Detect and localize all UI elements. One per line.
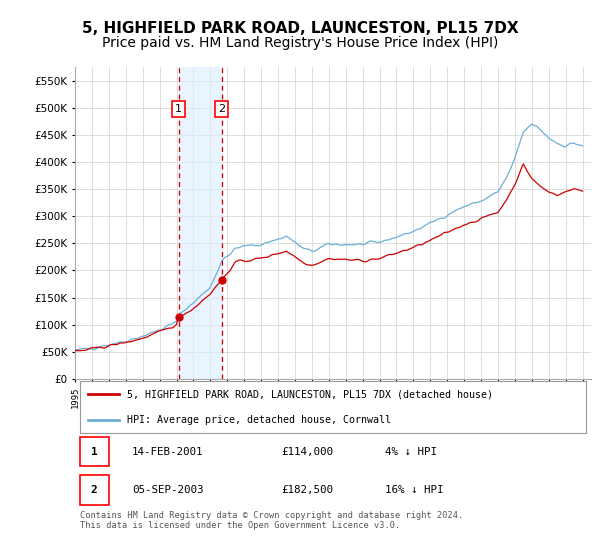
FancyBboxPatch shape (80, 475, 109, 505)
Text: 16% ↓ HPI: 16% ↓ HPI (385, 485, 443, 495)
Text: 5, HIGHFIELD PARK ROAD, LAUNCESTON, PL15 7DX: 5, HIGHFIELD PARK ROAD, LAUNCESTON, PL15… (82, 21, 518, 36)
Text: 4% ↓ HPI: 4% ↓ HPI (385, 447, 437, 457)
FancyBboxPatch shape (80, 437, 109, 466)
Text: Contains HM Land Registry data © Crown copyright and database right 2024.
This d: Contains HM Land Registry data © Crown c… (80, 511, 463, 530)
Text: 14-FEB-2001: 14-FEB-2001 (132, 447, 203, 457)
Text: 05-SEP-2003: 05-SEP-2003 (132, 485, 203, 495)
Text: 5, HIGHFIELD PARK ROAD, LAUNCESTON, PL15 7DX (detached house): 5, HIGHFIELD PARK ROAD, LAUNCESTON, PL15… (127, 389, 493, 399)
Text: 1: 1 (91, 447, 97, 457)
Text: 1: 1 (175, 104, 182, 114)
Text: £182,500: £182,500 (281, 485, 334, 495)
Text: Price paid vs. HM Land Registry's House Price Index (HPI): Price paid vs. HM Land Registry's House … (102, 36, 498, 50)
Text: 2: 2 (91, 485, 97, 495)
Bar (179, 67, 221, 379)
Text: £114,000: £114,000 (281, 447, 334, 457)
FancyBboxPatch shape (80, 381, 586, 433)
Text: 2: 2 (218, 104, 225, 114)
Text: HPI: Average price, detached house, Cornwall: HPI: Average price, detached house, Corn… (127, 415, 391, 425)
